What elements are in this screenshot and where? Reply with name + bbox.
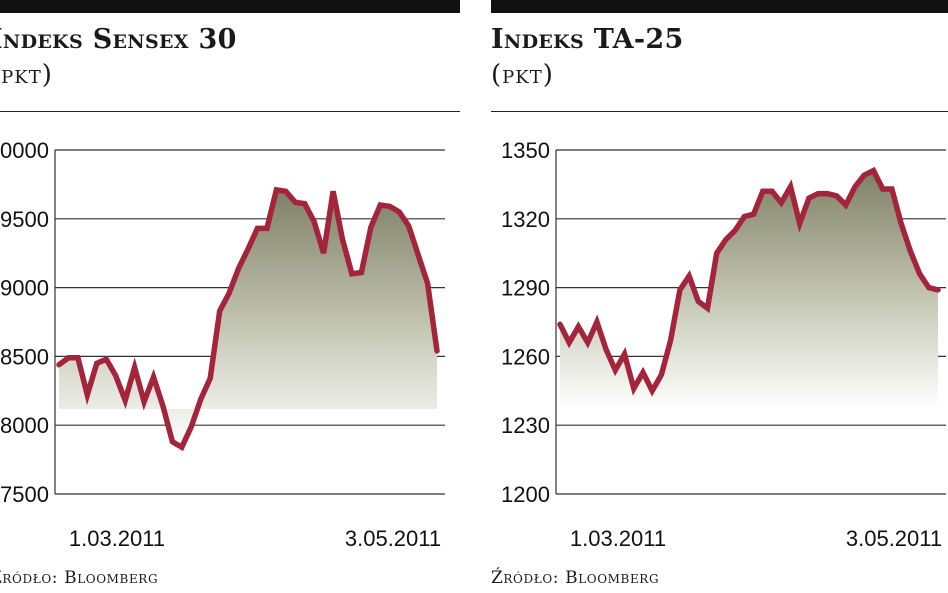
- y-tick-label: 18500: [0, 344, 49, 369]
- y-tick-label: 19000: [0, 276, 49, 301]
- series-area: [59, 189, 437, 448]
- x-tick-label: 3.05.2011: [345, 526, 441, 551]
- y-tick-label: 1260: [501, 344, 550, 369]
- header-rule: [0, 111, 460, 112]
- series-area: [560, 170, 938, 409]
- x-tick-label: 1.03.2011: [570, 526, 666, 551]
- ta25-plot: 1200 1230 1260 1290 1320 1350 1.03.2011 3.05.20…: [501, 138, 946, 551]
- y-tick-label: 19500: [0, 207, 49, 232]
- sensex-plot: 17500 18000 18500 19000 19500 20000 1.03.2011 3…: [0, 138, 445, 551]
- source-note: Źródło: Bloomberg: [0, 568, 159, 588]
- y-tick-label: 1350: [501, 138, 550, 163]
- chart-unit: (pkt): [0, 60, 53, 90]
- header-bar: [0, 0, 460, 13]
- y-tick-label: 20000: [0, 138, 49, 163]
- chart-unit: (pkt): [491, 60, 554, 90]
- y-tick-label: 1320: [501, 207, 550, 232]
- y-tick-label: 18000: [0, 413, 49, 438]
- chart-title: Indeks Sensex 30: [0, 24, 237, 55]
- header-bar: [491, 0, 948, 13]
- x-tick-label: 1.03.2011: [69, 526, 165, 551]
- header-rule: [491, 111, 948, 112]
- y-tick-label: 17500: [0, 482, 49, 507]
- source-note: Źródło: Bloomberg: [491, 568, 660, 588]
- chart-panel-sensex: Indeks Sensex 30 (pkt) 17500 18000 18500 19…: [0, 0, 460, 593]
- x-tick-label: 3.05.2011: [846, 526, 942, 551]
- y-tick-label: 1290: [501, 276, 550, 301]
- series-line: [557, 166, 941, 397]
- y-tick-label: 1200: [501, 482, 550, 507]
- chart-panel-ta25: Indeks TA-25 (pkt) 1200 1230 1260 1290 1320 1…: [491, 0, 948, 593]
- chart-title: Indeks TA-25: [491, 24, 684, 55]
- y-tick-label: 1230: [501, 413, 550, 438]
